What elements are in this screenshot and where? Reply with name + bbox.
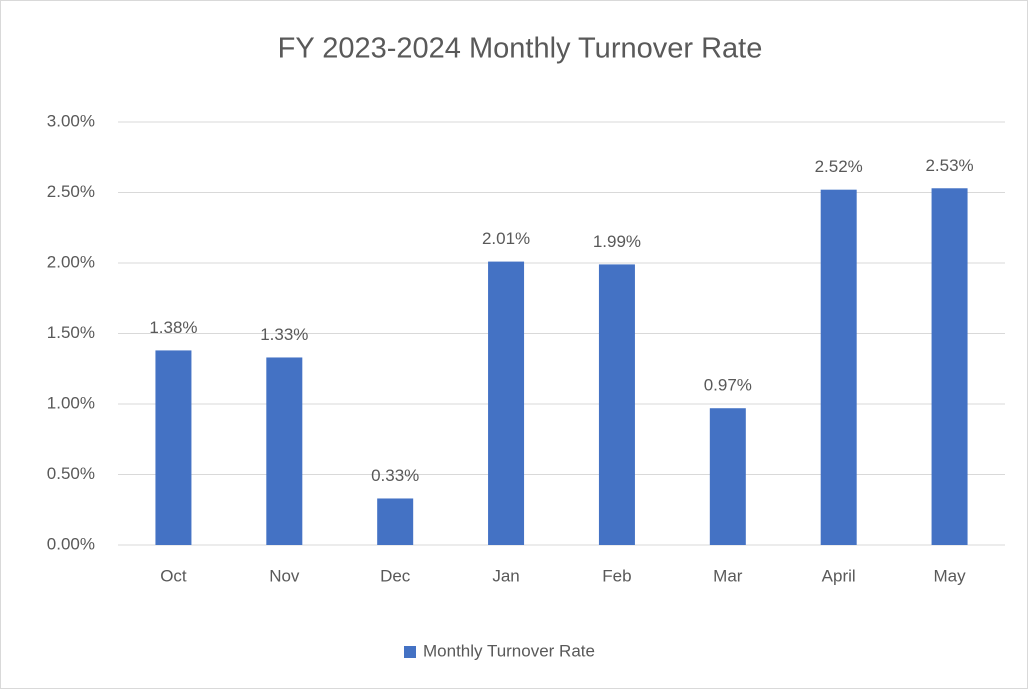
- y-tick-label: 2.50%: [47, 182, 95, 201]
- x-tick-label: Mar: [713, 566, 743, 585]
- y-tick-label: 1.00%: [47, 393, 95, 412]
- y-tick-label: 1.50%: [47, 323, 95, 342]
- data-label: 2.01%: [482, 229, 530, 248]
- bar: [931, 188, 968, 545]
- y-tick-label: 0.50%: [47, 464, 95, 483]
- x-tick-label: Oct: [160, 566, 187, 585]
- bar: [709, 408, 746, 545]
- y-tick-label: 0.00%: [47, 534, 95, 553]
- legend-label: Monthly Turnover Rate: [423, 641, 595, 660]
- bar: [266, 357, 303, 545]
- legend-swatch: [404, 646, 416, 658]
- data-label: 0.33%: [371, 466, 419, 485]
- data-label: 1.33%: [260, 325, 308, 344]
- x-tick-label: Feb: [602, 566, 631, 585]
- bar: [155, 350, 192, 545]
- bar: [820, 189, 857, 545]
- y-tick-label: 3.00%: [47, 111, 95, 130]
- data-label: 0.97%: [704, 376, 752, 395]
- x-tick-label: Dec: [380, 566, 411, 585]
- bar: [488, 261, 525, 545]
- data-label: 2.53%: [925, 156, 973, 175]
- x-tick-label: Jan: [492, 566, 519, 585]
- data-label: 2.52%: [815, 157, 863, 176]
- x-tick-label: April: [822, 566, 856, 585]
- bar: [377, 498, 414, 545]
- x-tick-label: May: [934, 566, 967, 585]
- y-tick-label: 2.00%: [47, 252, 95, 271]
- data-label: 1.99%: [593, 232, 641, 251]
- bar: [598, 264, 635, 545]
- x-tick-label: Nov: [269, 566, 300, 585]
- data-label: 1.38%: [149, 318, 197, 337]
- chart-title: FY 2023-2024 Monthly Turnover Rate: [278, 33, 763, 65]
